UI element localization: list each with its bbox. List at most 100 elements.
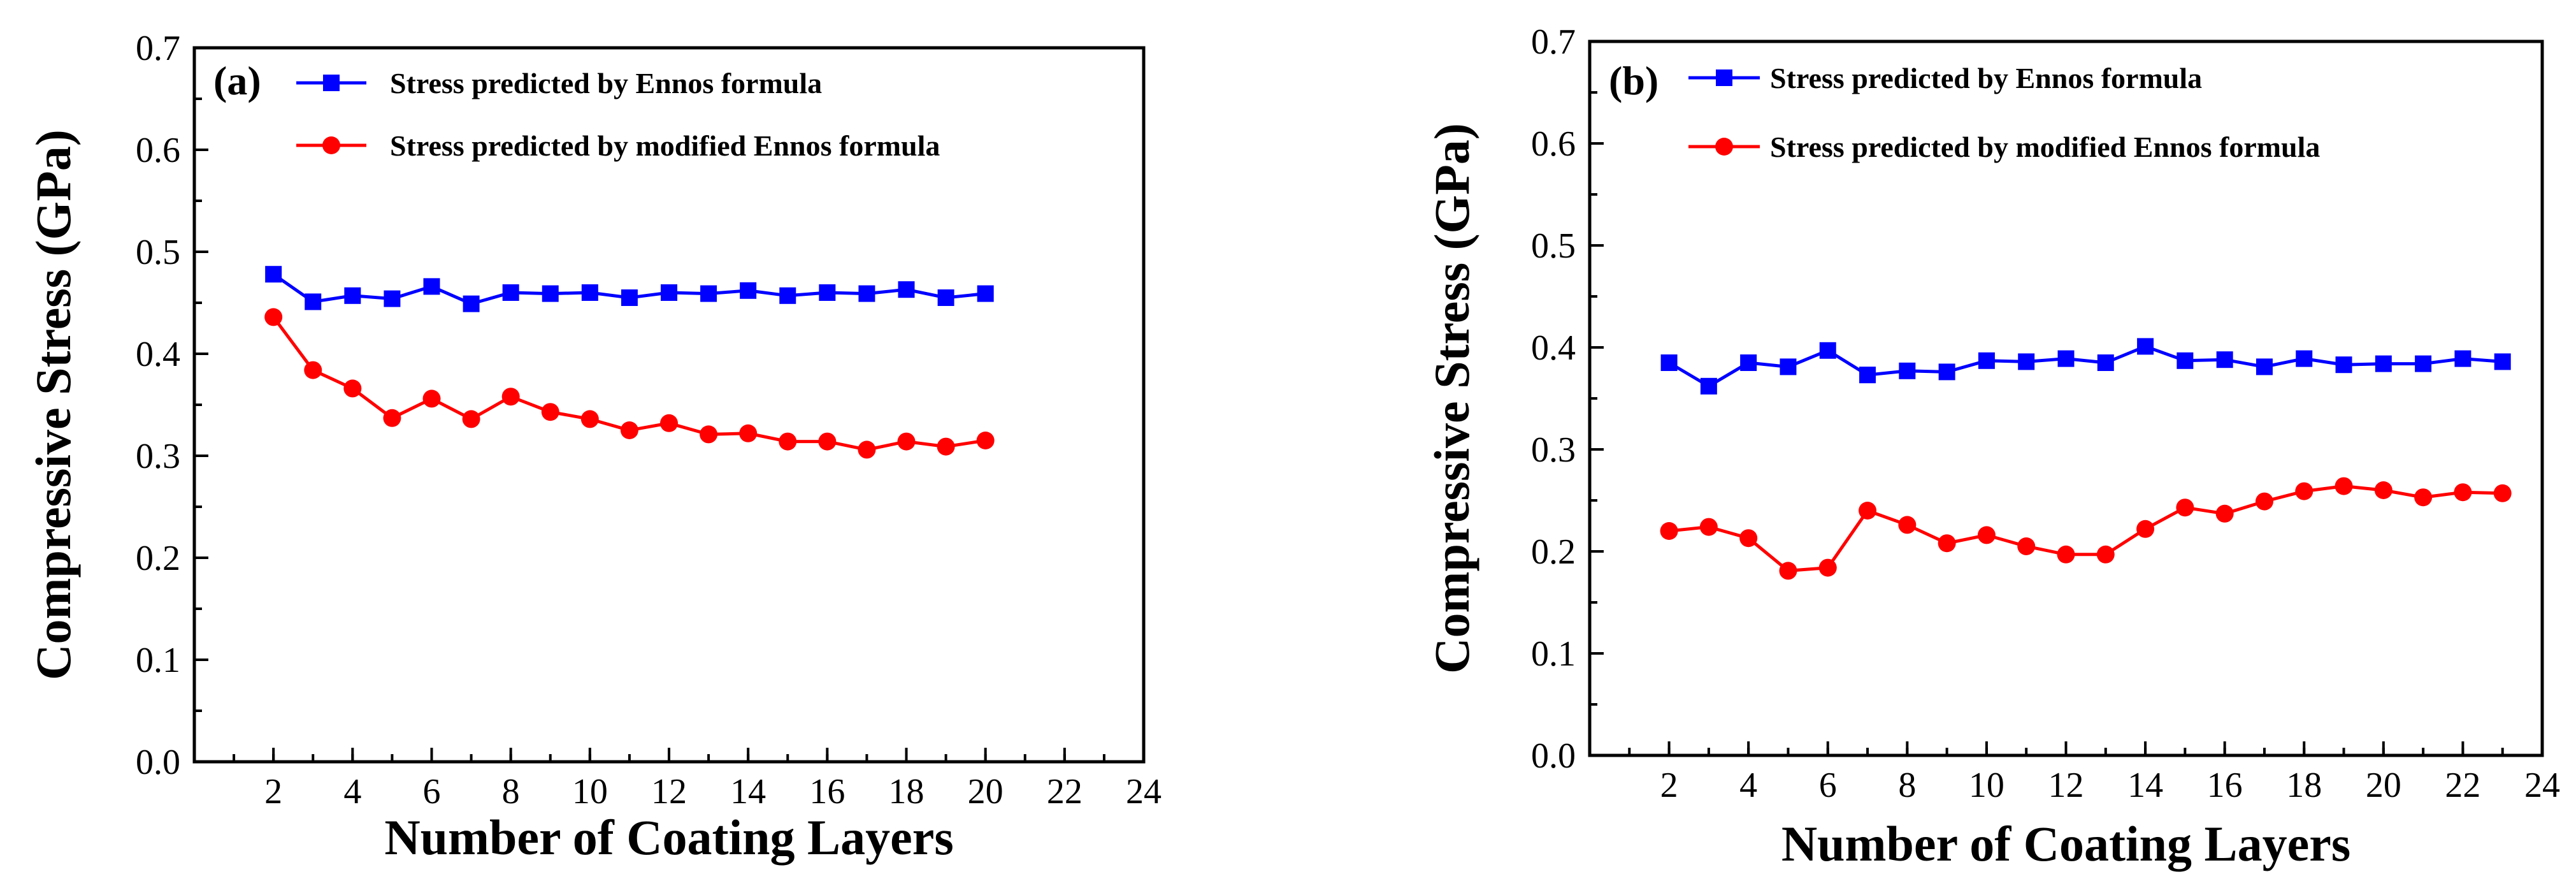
series-modified-ennos (1660, 477, 2512, 580)
y-tick-label: 0.3 (136, 437, 180, 476)
data-point (305, 293, 322, 310)
y-tick-label: 0.4 (136, 335, 180, 374)
y-tick-label: 0.5 (1531, 226, 1576, 266)
data-point (620, 421, 638, 439)
data-point (937, 289, 954, 306)
y-axis-title: Compressive Stress (GPa) (25, 129, 81, 680)
data-point (1978, 352, 1995, 369)
x-tick-label: 4 (343, 772, 361, 811)
x-tick-label: 8 (1898, 766, 1916, 805)
legend-entry: Stress predicted by Ennos formula (1688, 62, 2202, 94)
data-point (542, 285, 559, 302)
data-point (621, 289, 638, 306)
x-tick-label: 20 (968, 772, 1004, 811)
data-point (976, 432, 995, 449)
data-point (2374, 481, 2393, 499)
data-point (264, 308, 283, 326)
legend-entry: Stress predicted by Ennos formula (296, 67, 822, 99)
series-line (1669, 484, 2503, 572)
data-point (501, 388, 520, 406)
data-point (2136, 520, 2155, 538)
data-point (2097, 354, 2114, 371)
y-tick-label: 0.2 (1531, 532, 1576, 572)
y-tick-label: 0.2 (136, 539, 180, 578)
data-point (2295, 482, 2313, 500)
data-point (2335, 477, 2353, 495)
data-point (1780, 358, 1797, 375)
data-point (423, 278, 440, 295)
y-tick-label: 0.1 (1531, 634, 1576, 674)
data-point (1699, 518, 1718, 536)
data-point (2414, 488, 2433, 507)
data-point (700, 285, 717, 302)
data-point (1818, 558, 1837, 577)
x-tick-label: 20 (2366, 766, 2401, 805)
y-tick-label: 0.4 (1531, 328, 1576, 368)
data-point (1819, 342, 1836, 359)
series-line (1668, 344, 2503, 388)
x-tick-label: 6 (1819, 766, 1837, 805)
data-point (502, 284, 519, 301)
data-point (304, 361, 322, 379)
chart-panel-b: 0.00.10.20.30.40.50.60.72 4 6 8 10 12 14 16 18 20… (1424, 22, 2560, 871)
data-point (1739, 529, 1758, 548)
y-tick-label: 0.7 (1531, 22, 1576, 62)
data-point (541, 403, 559, 421)
x-tick-label: 10 (1969, 766, 2004, 805)
data-point (462, 410, 480, 428)
data-point (1899, 362, 1916, 379)
data-point (739, 424, 758, 442)
data-point (779, 287, 796, 304)
panel-label: (a) (213, 58, 261, 103)
data-point (463, 295, 480, 312)
data-point (898, 281, 915, 298)
x-tick-label: 2 (1660, 766, 1678, 805)
y-tick-label: 0.7 (136, 29, 180, 68)
data-point (265, 266, 282, 283)
y-tick-label: 0.0 (1531, 736, 1576, 776)
data-point (2177, 352, 2194, 369)
data-point (2256, 358, 2273, 375)
x-tick-label: 10 (572, 772, 608, 811)
series-ennos (1660, 338, 2511, 395)
legend-label: Stress predicted by modified Ennos formu… (390, 129, 940, 162)
data-point (858, 440, 876, 459)
data-point (2415, 355, 2432, 372)
data-point (2017, 537, 2036, 555)
x-tick-label: 6 (423, 772, 441, 811)
legend-label: Stress predicted by modified Ennos formu… (1770, 131, 2320, 163)
data-point (660, 414, 678, 432)
data-point (1977, 526, 1996, 544)
x-tick-label: 2 (264, 772, 282, 811)
data-point (580, 410, 599, 428)
data-point (1938, 363, 1955, 381)
x-tick-label: 22 (1047, 772, 1083, 811)
data-point (1660, 354, 1678, 371)
y-tick-label: 0.0 (136, 743, 180, 782)
legend-marker (322, 136, 340, 154)
data-point (581, 284, 598, 301)
data-point (661, 284, 677, 301)
data-point (422, 389, 441, 408)
x-tick-label: 14 (730, 772, 766, 811)
x-tick-label: 24 (1126, 772, 1162, 811)
data-point (937, 437, 955, 456)
y-tick-label: 0.1 (136, 641, 180, 680)
data-point (858, 285, 875, 302)
data-point (1700, 377, 1717, 395)
series-modified-ennos (264, 308, 995, 459)
x-tick-label: 12 (2048, 766, 2084, 805)
panel-label: (b) (1609, 58, 1659, 103)
legend-marker (1715, 138, 1733, 156)
data-point (1859, 367, 1876, 384)
data-point (344, 287, 361, 304)
data-point (2137, 338, 2154, 355)
x-axis-title: Number of Coating Layers (1781, 816, 2350, 871)
data-point (700, 425, 718, 444)
data-point (2176, 498, 2194, 517)
x-tick-label: 16 (809, 772, 845, 811)
data-point (2215, 504, 2234, 523)
legend-label: Stress predicted by Ennos formula (1770, 62, 2202, 94)
chart-panel-a: 0.00.10.20.30.40.50.60.72 4 6 8 10 12 14 16 18 20… (25, 29, 1162, 865)
data-point (1898, 516, 1917, 534)
